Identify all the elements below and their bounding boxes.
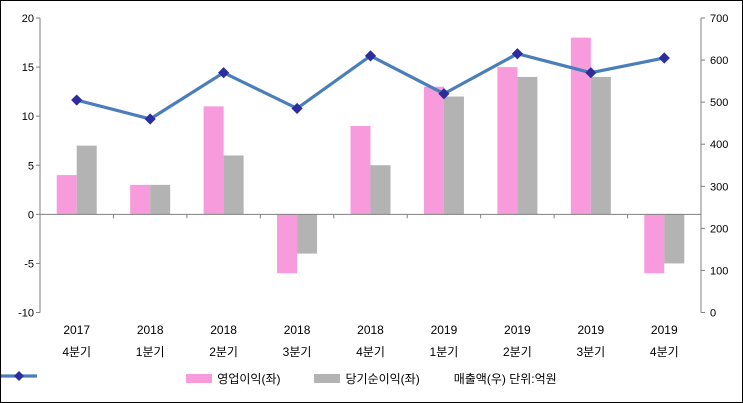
category-quarter-label: 1분기: [136, 345, 165, 359]
bar-net-profit: [297, 214, 318, 254]
legend-label-revenue: 매출액(우) 단위:억원: [453, 372, 557, 386]
right-axis-tick-label: 600: [710, 55, 728, 67]
category-quarter-label: 4분기: [62, 345, 91, 359]
revenue-marker: [291, 102, 303, 115]
left-axis-tick-label: 15: [22, 62, 34, 74]
right-axis-tick-label: 100: [710, 265, 728, 277]
category-year-label: 2018: [284, 323, 311, 337]
bar-net-profit: [517, 76, 538, 215]
bar-operating-profit: [56, 175, 77, 215]
category-year-label: 2019: [651, 323, 678, 337]
left-axis-tick-label: -10: [18, 308, 34, 320]
bar-operating-profit: [350, 125, 371, 215]
legend: 영업이익(좌) 당기순이익(좌) 매출액(우) 단위:억원: [1, 370, 742, 387]
category-quarter-label: 3분기: [576, 345, 605, 359]
category-year-label: 2018: [137, 323, 164, 337]
category-year-label: 2019: [577, 323, 604, 337]
category-quarter-label: 4분기: [650, 345, 679, 359]
left-axis-tick-label: 10: [22, 111, 34, 123]
legend-label-operating-profit: 영업이익(좌): [217, 372, 281, 386]
category-quarter-label: 2분기: [503, 345, 532, 359]
category-quarter-label: 1분기: [430, 345, 459, 359]
revenue-marker: [218, 67, 230, 79]
bar-net-profit: [223, 155, 244, 215]
bar-operating-profit: [130, 184, 151, 215]
legend-item-revenue: 매출액(우) 단위:억원: [1, 370, 557, 387]
category-year-label: 2017: [63, 323, 90, 337]
bar-operating-profit: [570, 37, 591, 215]
right-axis-tick-label: 500: [710, 97, 728, 109]
revenue-marker: [438, 88, 450, 100]
left-axis-tick-label: 20: [22, 13, 34, 25]
left-axis-tick-label: 0: [28, 209, 34, 221]
right-axis-tick-label: 400: [710, 139, 728, 151]
legend-diamond-icon: [14, 371, 24, 381]
bar-net-profit: [590, 76, 611, 215]
revenue-line-swatch: [1, 371, 37, 381]
right-axis-tick-label: 200: [710, 223, 728, 235]
bar-net-profit: [370, 165, 391, 215]
left-axis-tick-label: -5: [24, 258, 34, 270]
legend-item-operating-profit: 영업이익(좌): [186, 370, 280, 387]
revenue-marker: [658, 52, 670, 64]
right-axis-tick-label: 700: [710, 13, 728, 25]
category-quarter-label: 4분기: [356, 345, 385, 359]
legend-label-net-profit: 당기순이익(좌): [345, 372, 420, 386]
bar-net-profit: [150, 184, 171, 215]
category-quarter-label: 3분기: [283, 345, 312, 359]
right-axis-tick-label: 300: [710, 181, 728, 193]
bar-net-profit: [664, 214, 685, 264]
category-year-label: 2019: [431, 323, 458, 337]
right-axis-tick-label: 0: [710, 308, 716, 320]
net-profit-swatch: [314, 374, 341, 383]
bar-operating-profit: [423, 86, 444, 215]
legend-item-net-profit: 당기순이익(좌): [314, 370, 420, 387]
revenue-marker: [585, 67, 597, 79]
category-year-label: 2018: [357, 323, 384, 337]
revenue-marker: [511, 48, 523, 60]
category-quarter-label: 2분기: [209, 345, 238, 359]
bar-operating-profit: [203, 106, 224, 215]
operating-profit-swatch: [186, 374, 213, 383]
category-year-label: 2018: [210, 323, 237, 337]
bar-net-profit: [443, 96, 464, 215]
bar-operating-profit: [497, 67, 518, 215]
bar-operating-profit: [277, 214, 298, 274]
revenue-marker: [364, 50, 377, 62]
revenue-marker: [144, 113, 156, 125]
category-year-label: 2019: [504, 323, 531, 337]
bar-operating-profit: [644, 214, 665, 274]
left-axis-tick-label: 5: [28, 160, 34, 172]
revenue-marker: [71, 94, 83, 106]
bar-net-profit: [76, 145, 97, 215]
